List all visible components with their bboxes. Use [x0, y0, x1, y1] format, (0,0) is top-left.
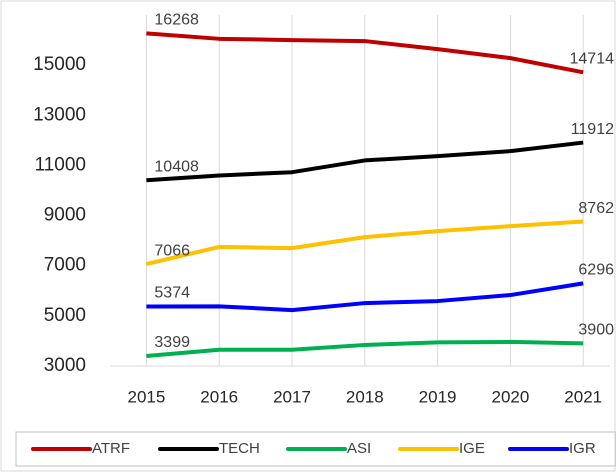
x-tick-label: 2020 — [491, 387, 529, 406]
legend-label: ATRF — [92, 440, 130, 457]
y-tick-label: 5000 — [44, 305, 86, 326]
series-line — [146, 281, 584, 313]
data-label: 7066 — [154, 242, 190, 259]
data-label: 8762 — [578, 200, 614, 217]
x-tick-label: 2015 — [127, 387, 165, 406]
x-tick-label: 2019 — [419, 387, 457, 406]
x-tick-label: 2017 — [273, 387, 311, 406]
y-tick-label: 7000 — [44, 255, 86, 276]
series-line — [146, 31, 584, 75]
y-tick-label: 9000 — [44, 205, 86, 226]
series-line — [146, 339, 584, 358]
y-tick-label: 11000 — [35, 154, 86, 175]
legend-label: IGR — [569, 440, 596, 457]
data-label: 3900 — [578, 322, 614, 339]
data-label: 16268 — [154, 12, 199, 29]
y-tick-label: 3000 — [44, 355, 86, 376]
legend-label: IGE — [459, 440, 485, 457]
series-line — [146, 140, 584, 183]
y-tick-label: 15000 — [33, 54, 86, 75]
data-label: 11912 — [571, 121, 614, 138]
y-tick-label: 13000 — [33, 104, 86, 125]
x-tick-label: 2018 — [346, 387, 384, 406]
legend-box — [15, 431, 616, 467]
data-label: 3399 — [154, 334, 190, 351]
legend-label: TECH — [219, 440, 260, 457]
x-tick-label: 2016 — [200, 387, 238, 406]
data-label: 14714 — [570, 51, 615, 68]
x-tick-label: 2021 — [564, 387, 602, 406]
data-label: 6296 — [578, 262, 614, 279]
data-label: 10408 — [154, 158, 199, 175]
data-label: 5374 — [154, 285, 190, 302]
legend-label: ASI — [347, 440, 371, 457]
series-line — [145, 219, 584, 267]
